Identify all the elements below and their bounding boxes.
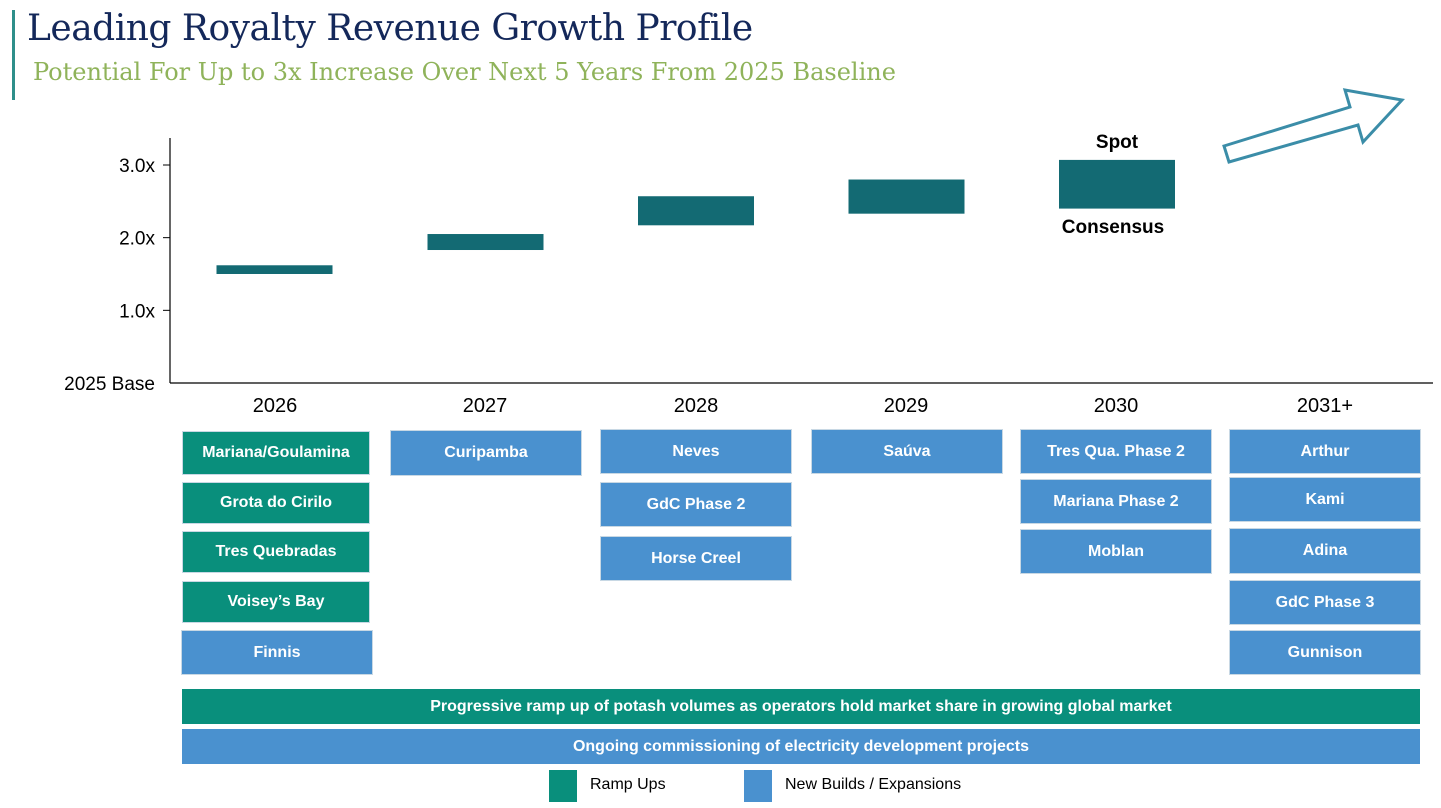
year-label-2026: 2026 (252, 395, 298, 417)
page-title: Leading Royalty Revenue Growth Profile (27, 8, 753, 49)
consensus-label: Consensus (1062, 217, 1164, 238)
project-tres-quebradas: Tres Quebradas (182, 531, 370, 573)
year-label-2031-plus: 2031+ (1296, 395, 1354, 417)
project-neves: Neves (600, 429, 792, 474)
y-tick-label: 3.0x (119, 156, 155, 177)
range-bar-2030 (1059, 159, 1175, 209)
electricity-projects-band: Ongoing commissioning of electricity dev… (182, 729, 1420, 764)
y-tick-label: 2025 Base (64, 374, 155, 395)
y-tick-label: 2.0x (119, 229, 155, 250)
legend-ramp-label: Ramp Ups (590, 776, 666, 793)
range-bar-2029 (848, 179, 965, 214)
range-bars (216, 159, 1175, 274)
legend-new-label: New Builds / Expansions (785, 776, 962, 793)
project-gdc-phase-3: GdC Phase 3 (1229, 580, 1421, 625)
project-tres-qua-phase-2: Tres Qua. Phase 2 (1020, 429, 1212, 474)
range-bar-2028 (638, 196, 754, 226)
range-bar-2026 (216, 265, 333, 274)
range-bar-2027 (427, 234, 544, 251)
project-horse-creel: Horse Creel (600, 536, 792, 581)
y-ticks: 2025 Base 1.0x 2.0x 3.0x (64, 156, 170, 395)
legend-new-swatch (744, 770, 772, 802)
potash-ramp-band: Progressive ramp up of potash volumes as… (182, 689, 1420, 724)
project-voiseys-bay: Voisey’s Bay (182, 581, 370, 623)
project-sauva: Saúva (811, 429, 1003, 474)
project-grota-do-cirilo: Grota do Cirilo (182, 482, 370, 524)
project-mariana-goulamina: Mariana/Goulamina (182, 431, 370, 475)
project-mariana-phase-2: Mariana Phase 2 (1020, 479, 1212, 524)
project-curipamba: Curipamba (390, 430, 582, 476)
year-label-2029: 2029 (883, 395, 929, 417)
year-label-2028: 2028 (673, 395, 719, 417)
growth-arrow-icon (1222, 88, 1405, 164)
spot-label: Spot (1096, 132, 1139, 153)
revenue-growth-chart: 2025 Base 1.0x 2.0x 3.0x Spot Consensus (64, 88, 1433, 395)
year-label-2027: 2027 (462, 395, 508, 417)
title-accent-bar (12, 10, 15, 100)
project-finnis: Finnis (181, 630, 373, 675)
project-gdc-phase-2: GdC Phase 2 (600, 482, 792, 527)
legend-ramp-swatch (549, 770, 577, 802)
y-tick-label: 1.0x (119, 301, 155, 322)
page-subtitle: Potential For Up to 3x Increase Over Nex… (33, 58, 896, 86)
project-arthur: Arthur (1229, 429, 1421, 474)
project-adina: Adina (1229, 528, 1421, 574)
project-gunnison: Gunnison (1229, 630, 1421, 675)
project-kami: Kami (1229, 477, 1421, 522)
project-moblan: Moblan (1020, 529, 1212, 574)
year-label-2030: 2030 (1093, 395, 1139, 417)
